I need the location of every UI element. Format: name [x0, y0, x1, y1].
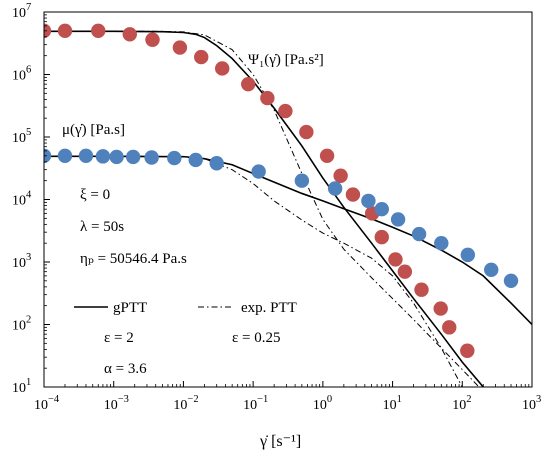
psi1-point-13 [333, 168, 348, 183]
psi1-point-16 [374, 229, 389, 245]
legend-gptt-alpha: α = 3.6 [104, 361, 147, 377]
lambda-annotation: λ = 50s [80, 219, 124, 235]
psi1-point-17 [388, 252, 403, 267]
psi1-point-1 [57, 23, 73, 39]
mu-point-17 [434, 235, 449, 251]
mu-point-20 [503, 273, 519, 289]
y-tick-label-4: 105 [12, 127, 31, 146]
mu-annotation: μ(γ̇) [Pa.s] [62, 122, 125, 138]
psi1-point-10 [278, 103, 293, 119]
x-tick-label-2: 10−2 [173, 394, 198, 413]
x-tick-label-7: 103 [522, 394, 541, 413]
legend: gPTT exp. PTT ε = 2 ε = 0.25 α = 3.6 [74, 300, 297, 377]
legend-gptt-label: gPTT [113, 300, 147, 316]
y-tick-label-5: 106 [12, 65, 31, 84]
psi1-point-22 [460, 343, 475, 358]
mu-point-7 [167, 150, 182, 166]
mu-point-2 [78, 148, 94, 164]
psi1-point-20 [433, 301, 448, 316]
x-tick-label-0: 10−4 [34, 394, 60, 413]
x-tick-exponent-0: −4 [48, 394, 60, 405]
psi1-point-8 [241, 76, 256, 92]
psi1-point-9 [260, 90, 275, 106]
curve-gptt-0 [44, 30, 485, 387]
psi1-point-6 [194, 49, 209, 65]
mu-point-11 [294, 173, 310, 188]
psi-annotation: Ψ₁(γ̇) [Pa.s²] [248, 52, 324, 68]
mu-point-13 [361, 193, 376, 209]
y-tick-label-0: 101 [12, 377, 31, 396]
y-tick-label-2: 103 [12, 252, 31, 271]
psi1-point-21 [442, 320, 457, 335]
psi1-point-18 [397, 264, 413, 279]
mu-point-12 [327, 181, 343, 196]
mu-point-8 [188, 152, 203, 168]
y-tick-label-1: 102 [12, 315, 31, 334]
x-tick-exponent-1: −3 [118, 394, 129, 405]
psi1-point-14 [345, 187, 361, 202]
x-axis-title: γ̇ [s⁻¹] [259, 433, 301, 450]
y-tick-exponent-6: 7 [26, 2, 31, 13]
y-tick-exponent-4: 5 [26, 127, 31, 138]
x-tick-label-6: 102 [452, 394, 471, 413]
y-tick-exponent-1: 2 [26, 315, 31, 326]
psi1-point-0 [44, 23, 52, 39]
mu-point-6 [144, 150, 159, 165]
x-tick-label-4: 100 [313, 394, 332, 413]
psi1-point-3 [122, 27, 137, 42]
psi1-point-12 [319, 148, 335, 164]
psi1-point-2 [91, 23, 106, 39]
y-tick-label-6: 107 [12, 2, 31, 21]
psi1-point-11 [299, 124, 314, 140]
mu-point-3 [95, 149, 111, 164]
x-tick-exponent-5: 1 [397, 394, 402, 405]
mu-point-9 [209, 156, 224, 171]
x-tick-exponent-4: 0 [327, 394, 332, 405]
mu-point-16 [411, 226, 427, 242]
legend-exp-ptt-label: exp. PTT [241, 300, 297, 316]
y-tick-label-3: 104 [12, 190, 32, 209]
eta-p-annotation: ηₚ = 50546.4 Pa.s [80, 251, 187, 267]
psi1-point-19 [414, 282, 429, 297]
mu-point-4 [109, 149, 124, 165]
y-tick-exponent-3: 4 [26, 190, 32, 201]
mu-point-18 [460, 247, 476, 263]
mu-point-0 [44, 148, 52, 164]
data-points [44, 23, 519, 358]
y-tick-exponent-2: 3 [26, 252, 31, 263]
x-tick-exponent-7: 3 [536, 394, 541, 405]
x-tick-exponent-2: −2 [187, 394, 198, 405]
x-tick-label-3: 10−1 [243, 394, 268, 413]
mu-point-15 [390, 212, 406, 227]
y-tick-exponent-0: 1 [26, 377, 31, 388]
x-tick-exponent-6: 2 [466, 394, 471, 405]
mu-point-5 [125, 149, 141, 165]
psi1-point-7 [215, 61, 230, 76]
x-tick-label-5: 101 [383, 394, 402, 413]
y-tick-exponent-5: 6 [26, 65, 31, 76]
x-axis: 10−4 10−3 10−2 10−1 100 101 102 103 [34, 381, 541, 413]
mu-point-19 [484, 262, 499, 278]
psi1-point-5 [172, 40, 188, 55]
psi1-point-4 [145, 32, 160, 47]
xi-annotation: ξ = 0 [80, 187, 110, 203]
curve-exp-ptt-3 [44, 155, 463, 387]
x-tick-exponent-3: −1 [257, 394, 268, 405]
legend-gptt-epsilon: ε = 2 [104, 330, 134, 346]
mu-point-14 [374, 201, 389, 217]
x-tick-label-1: 10−3 [104, 394, 129, 413]
mu-point-1 [57, 148, 73, 164]
mu-point-10 [251, 164, 266, 179]
legend-exp-ptt-epsilon: ε = 0.25 [232, 330, 281, 346]
